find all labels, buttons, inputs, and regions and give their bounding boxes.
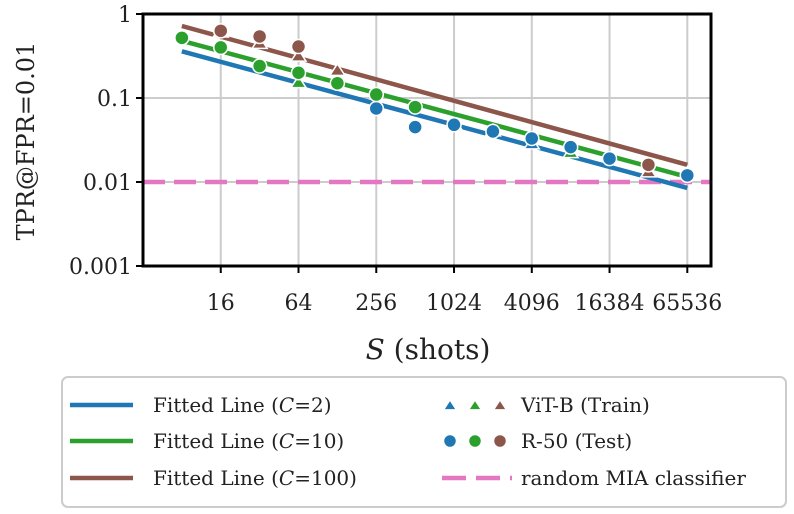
x-axis-label: S (shots) [366, 333, 491, 366]
legend-4-circle-0 [442, 433, 458, 449]
circle-point-s4-0 [174, 30, 190, 46]
circle-point-s3-3 [485, 123, 501, 140]
x-tick-label-5: 16384 [575, 291, 645, 316]
y-axis-label: TPR@FPR=0.01 [12, 42, 40, 241]
legend-1-label: Fitted Line (C=10) [153, 429, 344, 453]
circle-point-s3-4 [524, 130, 540, 147]
x-tick-label-2: 256 [355, 291, 397, 316]
fitted-line-c2 [181, 49, 688, 191]
fitted-line-c100 [181, 23, 688, 168]
data-points [174, 23, 697, 184]
circle-point-s3-0 [368, 100, 385, 117]
circle-point-s4-1 [213, 39, 229, 56]
x-tick-label-6: 65536 [652, 291, 722, 316]
triangle-point-s2-2 [289, 48, 308, 62]
legend-box [61, 376, 787, 508]
x-axis-ticks: 16 64 256 1024 4096 16384 65536 [207, 266, 722, 316]
legend-5-label: random MIA classifier [521, 466, 746, 490]
legend-items: Fitted Line (C=2) Fitted Line (C=10) Fitte… [70, 393, 746, 490]
circle-point-s5-3 [640, 157, 657, 173]
x-tick-label-3: 1024 [426, 291, 482, 316]
x-tick-label-1: 64 [285, 291, 313, 316]
circle-point-s3-6 [601, 150, 618, 167]
triangle-point-s2-3 [328, 62, 347, 77]
circle-point-s4-5 [368, 86, 385, 103]
legend: Fitted Line (C=2) Fitted Line (C=10) Fitte… [61, 376, 787, 508]
x-tick-label-4: 4096 [504, 291, 560, 316]
legend-3-triangle-1 [467, 398, 483, 411]
circle-point-s3-2 [446, 117, 462, 133]
y-tick-label-3: 1 [118, 3, 132, 28]
legend-3-label: ViT-B (Train) [520, 393, 650, 417]
x-axis-label-variable: S [366, 333, 385, 366]
circle-point-s5-1 [251, 28, 268, 45]
y-tick-label-2: 0.1 [97, 87, 132, 112]
circle-point-s4-3 [290, 64, 307, 81]
circle-point-s3-5 [562, 139, 579, 155]
legend-3-triangle-2 [492, 398, 508, 411]
legend-0-label: Fitted Line (C=2) [153, 393, 332, 417]
legend-4-circle-1 [467, 433, 483, 449]
y-tick-label-0: 0.001 [69, 255, 132, 280]
legend-4-circle-2 [492, 433, 508, 449]
legend-2-label: Fitted Line (C=100) [153, 466, 357, 490]
x-tick-label-0: 16 [207, 291, 235, 316]
circle-point-s5-2 [290, 38, 307, 55]
y-tick-label-1: 0.01 [83, 171, 132, 196]
circle-point-s5-0 [213, 23, 229, 39]
triangle-point-s1-0 [289, 74, 308, 89]
legend-4-label: R-50 (Test) [521, 429, 632, 453]
plot-frame [141, 12, 713, 268]
legend-3-triangle-0 [442, 398, 458, 411]
x-axis-label-text: (shots) [385, 333, 491, 366]
y-axis-ticks: 0.001 0.01 0.1 1 [69, 3, 143, 280]
circle-point-s3-1 [407, 119, 423, 135]
circle-point-s4-4 [329, 75, 346, 91]
circle-point-s4-2 [251, 58, 268, 74]
circle-point-s3-7 [679, 167, 696, 184]
circle-point-s4-6 [407, 99, 423, 115]
